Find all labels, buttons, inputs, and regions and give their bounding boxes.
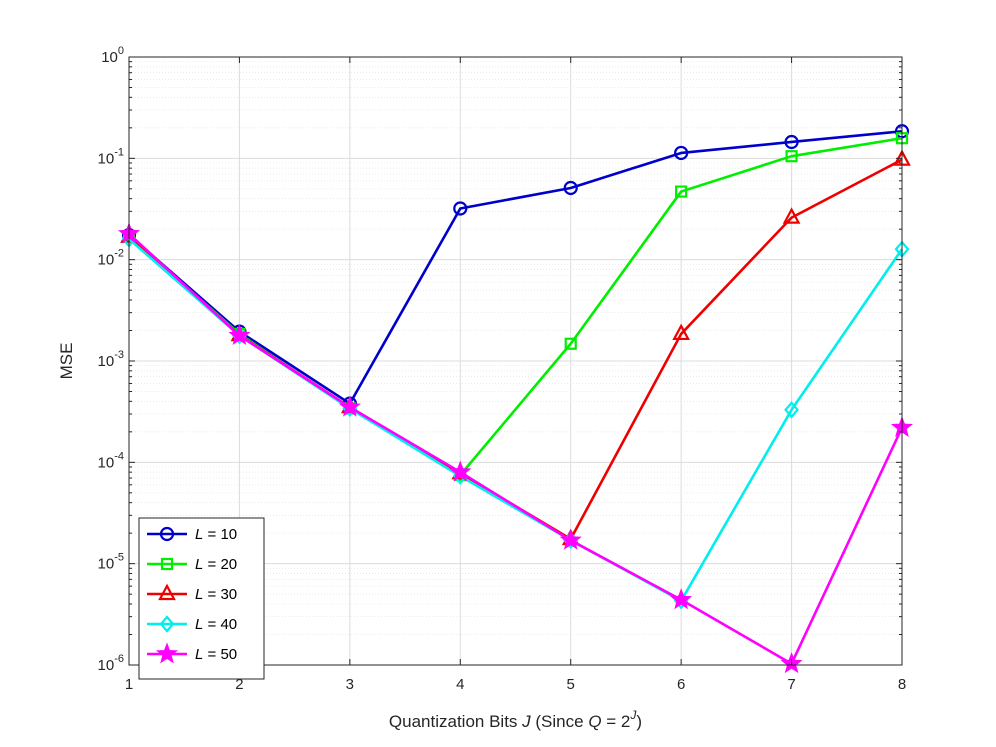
y-tick-labels: 10-6 10-5 10-4 10-3 10-2 10-1 100: [98, 45, 124, 674]
data-point: [675, 185, 688, 198]
legend-marker: [160, 557, 174, 571]
data-point: [559, 528, 582, 550]
x-tick-labels: 1 2 3 4 5 6 7 8: [125, 676, 906, 693]
legend-item: L = 20: [147, 556, 237, 573]
legend-label: L = 20: [195, 556, 237, 573]
y-tick-label: 10-3: [98, 349, 124, 370]
data-point: [228, 323, 251, 346]
legend-item: L = 50: [147, 642, 237, 664]
y-tick-label: 100: [101, 45, 124, 66]
x-tick-label: 4: [456, 676, 464, 693]
x-tick-label: 3: [346, 676, 354, 693]
legend-label: L = 40: [195, 616, 237, 633]
data-point: [674, 145, 689, 161]
series-layer: [117, 124, 914, 674]
y-tick-label: 10-4: [98, 450, 124, 471]
data-point: [785, 150, 798, 163]
data-point: [453, 201, 468, 216]
legend: L = 10 L = 20 L = 30 L = 40 L = 50: [138, 517, 265, 680]
series-line: [128, 129, 903, 405]
legend-item: L = 30: [147, 583, 237, 603]
series-line: [128, 158, 903, 541]
data-point: [784, 134, 799, 150]
legend-marker: [155, 642, 179, 664]
y-tick-label: 10-1: [98, 146, 124, 167]
x-axis-label: Quantization Bits J (Since Q = 2J): [389, 708, 642, 731]
x-tick-label: 5: [567, 676, 575, 693]
series-line: [128, 232, 904, 666]
data-point: [563, 180, 578, 196]
legend-marker: [159, 526, 175, 542]
legend-marker: [158, 583, 176, 601]
legend-label: L = 30: [195, 586, 237, 603]
data-point: [449, 460, 472, 482]
legend-item: L = 10: [147, 526, 237, 543]
data-point: [338, 395, 361, 417]
x-tick-label: 6: [677, 676, 685, 693]
x-tick-label: 8: [898, 676, 906, 693]
y-tick-label: 10-2: [98, 248, 124, 269]
data-point: [672, 323, 690, 341]
legend-item: L = 40: [147, 615, 237, 633]
y-tick-label: 10-5: [98, 552, 124, 573]
data-point: [670, 588, 693, 610]
x-tick-label: 7: [787, 676, 795, 693]
legend-marker: [159, 615, 175, 633]
y-tick-label: 10-6: [98, 653, 124, 674]
x-tick-label: 2: [235, 676, 243, 693]
x-tick-label: 1: [125, 676, 133, 693]
series-2: [122, 132, 909, 482]
data-point: [782, 207, 801, 224]
data-point: [784, 401, 800, 419]
legend-label: L = 10: [195, 526, 237, 543]
y-axis-label: MSE: [57, 343, 76, 380]
tick-marks: [128, 56, 903, 666]
legend-label: L = 50: [195, 646, 237, 663]
data-point: [564, 337, 577, 350]
